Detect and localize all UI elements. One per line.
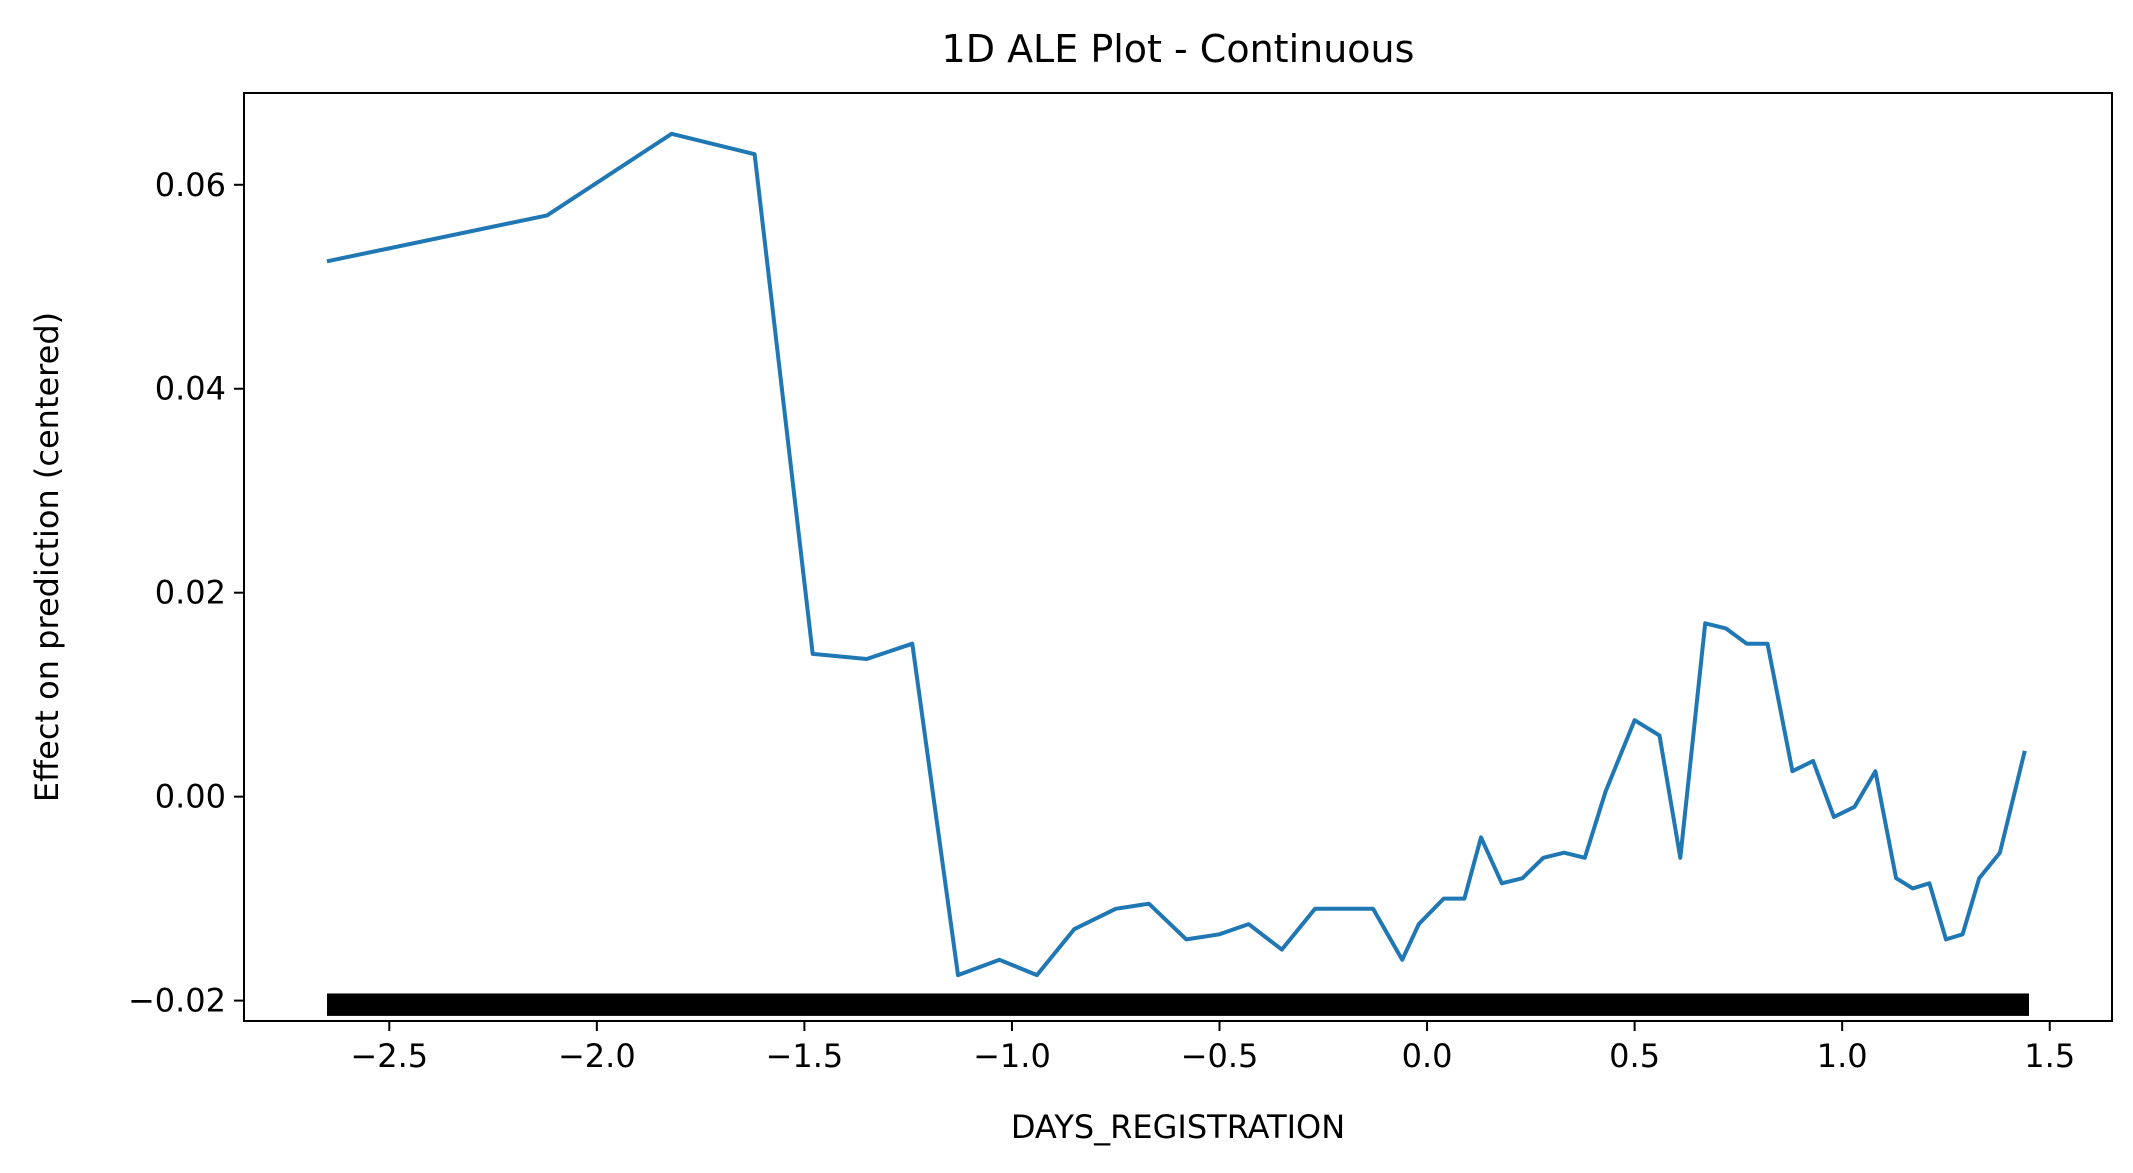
x-axis-title: DAYS_REGISTRATION [1011,1108,1345,1146]
y-tick-label: 0.04 [155,370,226,408]
ale-line-series-0 [326,131,2027,978]
x-tick-label: −2.0 [558,1037,636,1075]
x-axis: −2.5 −2.0 −1.5 −1.0 −0.5 0.0 0.5 1.0 1.5 [350,1021,2075,1075]
y-axis: −0.02 0.00 0.02 0.04 0.06 [128,166,244,1020]
rug-bar [327,993,2029,1016]
plot-area [326,131,2029,1016]
x-tick-label: −1.5 [766,1037,844,1075]
y-tick-label: 0.00 [155,778,226,816]
x-tick-label: 0.0 [1402,1037,1453,1075]
x-tick-label: 0.5 [1609,1037,1660,1075]
y-tick-label: −0.02 [128,982,226,1020]
x-tick-label: 1.5 [2024,1037,2075,1075]
x-tick-label: −1.0 [973,1037,1051,1075]
y-tick-label: 0.06 [155,166,226,204]
x-tick-label: −0.5 [1181,1037,1259,1075]
chart-title: 1D ALE Plot - Continuous [942,27,1415,71]
x-tick-label: 1.0 [1817,1037,1868,1075]
axes-frame [243,92,2113,1022]
y-axis-title: Effect on prediction (centered) [28,312,66,802]
y-tick-label: 0.02 [155,574,226,612]
x-tick-label: −2.5 [350,1037,428,1075]
